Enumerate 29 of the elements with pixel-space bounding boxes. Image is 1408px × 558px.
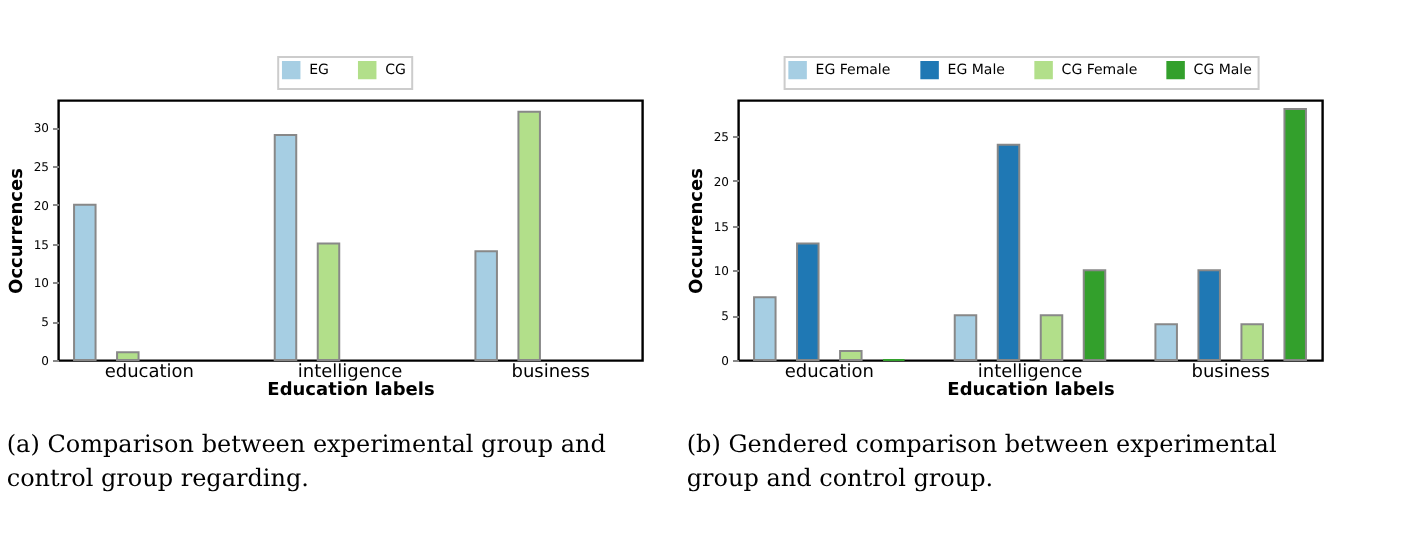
bar bbox=[273, 133, 298, 361]
bar bbox=[316, 242, 341, 361]
bar bbox=[73, 203, 97, 361]
text: (b) Gendered comparison between experimental group and control group. bbox=[686, 430, 1277, 492]
x-tick-label: education bbox=[784, 363, 874, 383]
bar bbox=[996, 143, 1021, 361]
bar bbox=[1240, 323, 1264, 361]
bar bbox=[1082, 269, 1107, 361]
x-tick-label: business bbox=[1191, 363, 1271, 383]
bar bbox=[116, 351, 140, 361]
x-tick-label: business bbox=[511, 363, 591, 383]
x-tick-label: education bbox=[104, 363, 194, 383]
y-axis-title: Occurrences bbox=[687, 168, 708, 294]
y-axis-title: Occurrences bbox=[7, 168, 28, 294]
x-tick-label: intelligence bbox=[977, 363, 1084, 383]
bar bbox=[839, 350, 863, 361]
bar bbox=[1197, 269, 1221, 361]
bar bbox=[517, 110, 541, 361]
bar bbox=[474, 250, 498, 361]
bar bbox=[953, 314, 978, 361]
bar bbox=[796, 242, 820, 361]
bar bbox=[1154, 323, 1178, 361]
x-axis-title: Education labels bbox=[267, 381, 435, 401]
bar bbox=[1283, 107, 1307, 361]
text: (a) Comparison between experimental group and control group regarding. bbox=[6, 430, 607, 492]
bar bbox=[753, 296, 777, 361]
x-tick-label: intelligence bbox=[297, 363, 404, 383]
bar bbox=[1039, 314, 1064, 361]
x-axis-title: Education labels bbox=[947, 381, 1115, 401]
